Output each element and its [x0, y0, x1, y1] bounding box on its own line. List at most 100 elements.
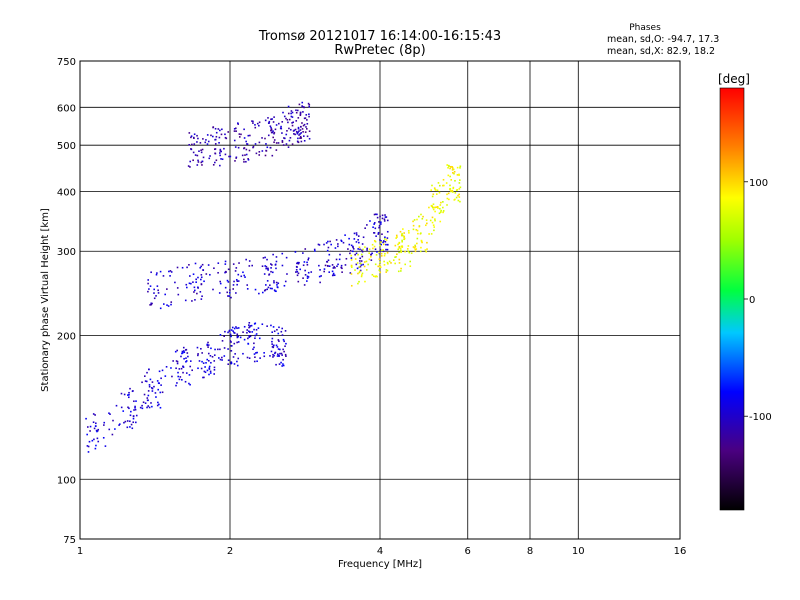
- data-point: [378, 269, 381, 272]
- data-point: [296, 109, 299, 112]
- data-point: [380, 249, 383, 252]
- data-point: [333, 266, 335, 268]
- data-point: [225, 137, 228, 140]
- data-point: [171, 375, 173, 378]
- data-point: [248, 335, 250, 337]
- data-point: [153, 292, 155, 294]
- data-point: [450, 179, 453, 181]
- data-point: [271, 343, 273, 345]
- data-point: [383, 240, 385, 242]
- data-point: [448, 198, 450, 201]
- data-point: [383, 260, 385, 263]
- data-point: [299, 129, 302, 131]
- data-point: [433, 229, 435, 232]
- data-point: [329, 240, 331, 243]
- data-point: [378, 221, 380, 223]
- data-point: [271, 154, 274, 157]
- data-point: [147, 394, 150, 397]
- data-point: [297, 117, 300, 119]
- data-point: [434, 218, 436, 220]
- data-point: [155, 396, 157, 398]
- stats-heading: Phases: [629, 23, 661, 33]
- data-point: [149, 304, 151, 306]
- data-point: [254, 334, 257, 337]
- data-point: [155, 273, 158, 276]
- data-point: [446, 204, 448, 206]
- y-tick-label: 200: [57, 331, 76, 342]
- data-point: [362, 248, 364, 251]
- data-point: [196, 164, 199, 166]
- data-point: [118, 423, 121, 425]
- data-point: [263, 352, 265, 354]
- data-point: [155, 295, 157, 297]
- data-point: [430, 204, 433, 207]
- data-point: [108, 428, 111, 431]
- data-point: [200, 149, 202, 152]
- data-point: [357, 248, 359, 250]
- data-point: [176, 349, 179, 352]
- data-point: [257, 327, 260, 329]
- data-point: [408, 232, 410, 234]
- data-point: [307, 257, 310, 260]
- data-point: [221, 356, 223, 359]
- data-point: [290, 112, 292, 115]
- data-point: [362, 263, 364, 266]
- data-point: [196, 292, 198, 295]
- chart-subtitle: RwPretec (8p): [334, 43, 425, 58]
- data-point: [442, 211, 444, 214]
- data-point: [253, 328, 255, 331]
- data-point: [151, 302, 153, 305]
- data-point: [208, 157, 211, 160]
- data-point: [443, 184, 445, 187]
- data-point: [254, 288, 257, 291]
- data-point: [197, 276, 199, 279]
- data-point: [283, 115, 286, 118]
- data-point: [439, 204, 442, 206]
- data-point: [254, 126, 257, 129]
- data-point: [245, 153, 248, 156]
- data-point: [281, 334, 284, 336]
- data-point: [362, 236, 365, 239]
- data-point: [185, 360, 187, 363]
- data-point: [227, 281, 230, 283]
- data-point: [385, 271, 388, 273]
- data-point: [334, 267, 336, 269]
- data-point: [272, 346, 275, 349]
- data-point: [292, 121, 295, 124]
- data-point: [94, 414, 96, 416]
- data-point: [188, 143, 190, 146]
- data-point: [249, 331, 251, 333]
- data-point: [302, 252, 304, 254]
- data-point: [446, 164, 448, 166]
- data-point: [251, 120, 253, 122]
- data-point: [400, 267, 402, 270]
- data-point: [426, 222, 428, 225]
- data-point: [270, 118, 272, 121]
- data-point: [382, 243, 385, 246]
- data-point: [359, 269, 362, 272]
- data-point: [93, 427, 96, 430]
- data-point: [243, 158, 245, 161]
- data-point: [295, 111, 298, 114]
- data-point: [87, 445, 90, 448]
- data-point: [458, 188, 461, 190]
- data-point: [300, 137, 303, 139]
- data-point: [276, 284, 278, 286]
- data-point: [302, 111, 304, 113]
- data-point: [109, 413, 111, 415]
- data-point: [156, 380, 159, 382]
- data-point: [178, 378, 181, 381]
- data-point: [186, 266, 188, 269]
- data-point: [284, 353, 287, 356]
- data-point: [134, 406, 136, 409]
- data-point: [120, 392, 123, 395]
- data-point: [330, 243, 332, 246]
- data-point: [350, 265, 353, 267]
- data-point: [279, 348, 281, 351]
- data-point: [184, 380, 187, 383]
- data-point: [214, 127, 217, 130]
- data-point: [374, 275, 377, 278]
- data-point: [447, 192, 450, 195]
- data-point: [306, 128, 308, 130]
- data-point: [327, 259, 330, 262]
